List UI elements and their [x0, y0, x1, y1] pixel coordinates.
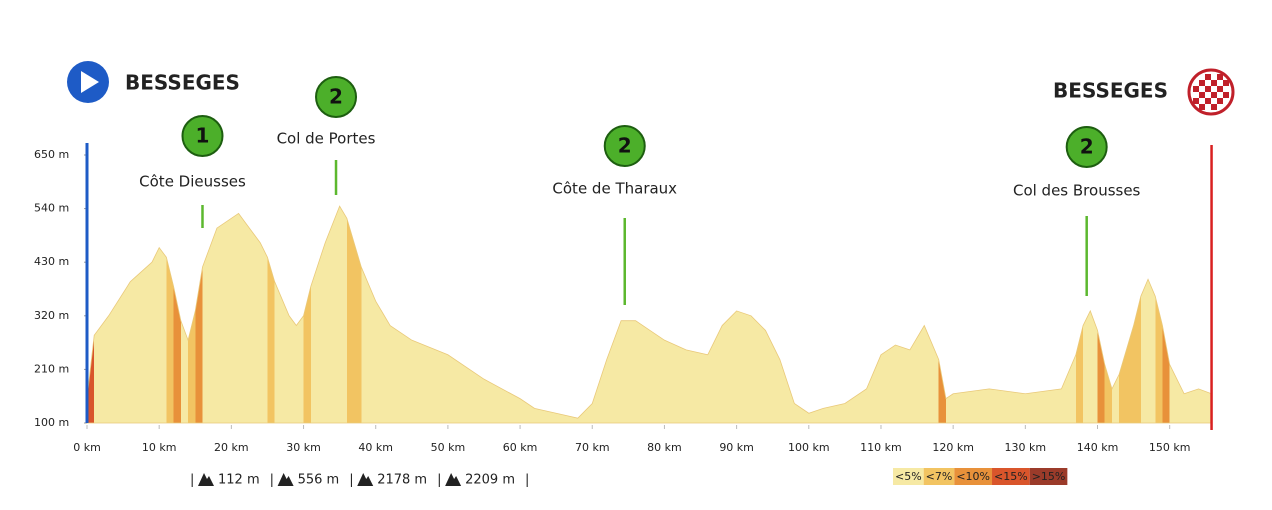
finish-check — [1205, 74, 1211, 80]
x-tick-label: 110 km — [860, 441, 902, 454]
legend-label: <7% — [926, 470, 953, 483]
y-tick-label: 100 m — [34, 416, 69, 429]
stat-separator: | — [437, 473, 441, 488]
stat-separator: | — [190, 473, 194, 488]
finish-check — [1205, 98, 1211, 104]
climb-badge — [603, 125, 646, 167]
stat-separator: | — [349, 473, 353, 488]
climb-category: 1 — [196, 124, 210, 148]
finish-check — [1199, 104, 1205, 110]
legend-swatch — [992, 468, 1030, 485]
x-tick-label: 120 km — [932, 441, 974, 454]
legend-swatch — [1029, 468, 1068, 485]
x-tick-label: 80 km — [647, 441, 682, 454]
stat-value: 556 m — [298, 473, 340, 488]
x-tick-label: 140 km — [1077, 441, 1119, 454]
finish-check — [1193, 98, 1199, 104]
finish-check — [1199, 92, 1205, 98]
legend-label: <10% — [956, 470, 990, 483]
y-tick-label: 320 m — [34, 309, 69, 322]
x-tick-label: 90 km — [719, 441, 754, 454]
x-tick-label: 150 km — [1149, 441, 1191, 454]
climb-badge — [315, 76, 358, 118]
finish-check — [1211, 80, 1217, 86]
finish-check — [1199, 80, 1205, 86]
x-tick-label: 0 km — [73, 441, 101, 454]
x-tick-label: 20 km — [214, 441, 249, 454]
climb-name: Col de Portes — [277, 130, 376, 148]
x-tick-label: 60 km — [503, 441, 538, 454]
climb-category: 2 — [1080, 135, 1094, 159]
climb-badge — [1065, 126, 1108, 168]
legend-label: >15% — [1032, 470, 1066, 483]
finish-check — [1205, 86, 1211, 92]
x-tick-label: 50 km — [431, 441, 466, 454]
legend-swatch — [893, 468, 924, 485]
legend-swatch — [923, 468, 955, 485]
elevation-area — [86, 205, 1212, 424]
legend-label: <5% — [895, 470, 922, 483]
x-tick-label: 100 km — [788, 441, 830, 454]
start-icon — [67, 61, 109, 103]
y-tick-label: 540 m — [34, 202, 69, 215]
climb-badge — [181, 115, 224, 157]
climb-name: Col des Brousses — [1013, 182, 1141, 200]
climb-name: Côte Dieusses — [139, 173, 246, 191]
finish-check — [1223, 80, 1229, 86]
finish-check — [1223, 92, 1229, 98]
stat-icon — [198, 473, 214, 486]
x-tick-label: 30 km — [286, 441, 321, 454]
x-tick-label: 70 km — [575, 441, 610, 454]
stat-value: 112 m — [218, 473, 260, 488]
stat-value: 2178 m — [377, 473, 427, 488]
y-tick-label: 210 m — [34, 362, 69, 375]
finish-check — [1193, 86, 1199, 92]
climb-category: 2 — [329, 85, 343, 109]
finish-check — [1217, 98, 1223, 104]
finish-check — [1217, 74, 1223, 80]
stat-icon — [277, 473, 294, 486]
climb-name: Côte de Tharaux — [552, 180, 677, 198]
x-tick-label: 130 km — [1005, 441, 1047, 454]
x-tick-label: 40 km — [358, 441, 393, 454]
x-tick-label: 10 km — [142, 441, 177, 454]
legend-label: <15% — [994, 470, 1028, 483]
finish-icon — [1187, 68, 1235, 116]
start-label: BESSEGES — [125, 71, 240, 95]
y-tick-label: 430 m — [34, 255, 69, 268]
climb-category: 2 — [618, 134, 632, 158]
finish-label: BESSEGES — [1053, 79, 1168, 103]
finish-check — [1211, 104, 1217, 110]
stat-value: 2209 m — [465, 473, 515, 488]
legend-swatch — [954, 468, 993, 485]
stat-icon — [445, 473, 462, 486]
stat-icon — [357, 473, 374, 486]
stat-separator: | — [525, 473, 529, 488]
y-tick-label: 650 m — [34, 148, 69, 161]
finish-check — [1211, 92, 1217, 98]
stat-separator: | — [270, 473, 274, 488]
finish-check — [1217, 86, 1223, 92]
